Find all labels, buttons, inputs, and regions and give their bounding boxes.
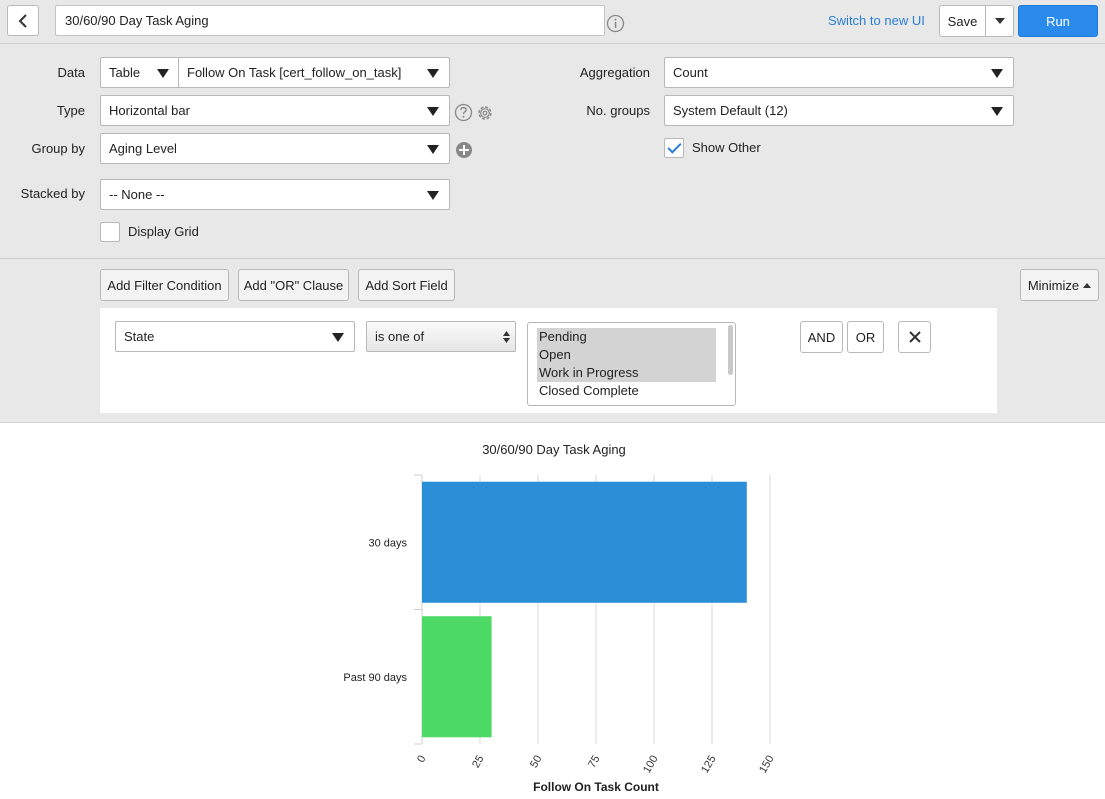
save-button[interactable]: Save xyxy=(939,5,986,37)
caret-down-icon xyxy=(427,145,439,154)
no-groups-label: No. groups xyxy=(586,103,650,118)
chart-type-value: Horizontal bar xyxy=(109,103,190,118)
caret-down-icon xyxy=(427,191,439,200)
filter-values-listbox[interactable]: Pending Open Work in Progress Closed Com… xyxy=(527,322,736,406)
stacked-by-select[interactable]: -- None -- xyxy=(100,179,450,210)
caret-down-icon xyxy=(332,333,344,342)
x-axis-label: Follow On Task Count xyxy=(533,780,659,794)
x-tick-label: 0 xyxy=(415,754,428,765)
display-grid-checkbox[interactable] xyxy=(100,222,120,242)
caret-down-icon xyxy=(427,107,439,116)
caret-down-icon xyxy=(991,107,1003,116)
filter-value-option[interactable]: Open xyxy=(537,346,716,364)
or-button[interactable]: OR xyxy=(847,321,884,353)
chart-area: 30/60/90 Day Task Aging 30 days Past 90 d… xyxy=(0,424,1105,799)
group-by-select[interactable]: Aging Level xyxy=(100,133,450,164)
run-button[interactable]: Run xyxy=(1018,5,1098,37)
chevron-left-icon xyxy=(18,13,27,28)
data-table-value: Follow On Task [cert_follow_on_task] xyxy=(187,65,402,80)
minimize-button[interactable]: Minimize xyxy=(1020,269,1099,301)
save-options-button[interactable] xyxy=(985,5,1014,37)
top-bar: 30/60/90 Day Task Aging Switch to new UI… xyxy=(0,0,1105,44)
report-title-input[interactable]: 30/60/90 Day Task Aging xyxy=(55,5,605,36)
filter-operator-value: is one of xyxy=(375,329,425,344)
remove-condition-button[interactable] xyxy=(898,321,931,353)
type-label: Type xyxy=(56,103,85,118)
add-or-clause-button[interactable]: Add "OR" Clause xyxy=(238,269,349,301)
chart-title: 30/60/90 Day Task Aging xyxy=(482,442,626,457)
display-grid-label: Display Grid xyxy=(128,224,199,239)
filter-section: Add Filter Condition Add "OR" Clause Add… xyxy=(0,259,1105,423)
x-tick-label: 50 xyxy=(528,754,545,771)
no-groups-select[interactable]: System Default (12) xyxy=(664,95,1014,126)
data-label: Data xyxy=(57,65,85,80)
caret-down-icon xyxy=(994,18,1005,24)
group-by-value: Aging Level xyxy=(109,141,177,156)
data-table-select[interactable]: Follow On Task [cert_follow_on_task] xyxy=(178,57,450,88)
show-other-checkbox[interactable] xyxy=(664,138,684,158)
x-tick-label: 150 xyxy=(757,754,777,776)
filter-field-value: State xyxy=(124,329,155,344)
back-button[interactable] xyxy=(7,5,39,36)
add-filter-condition-button[interactable]: Add Filter Condition xyxy=(100,269,229,301)
filter-value-option[interactable]: Closed Complete xyxy=(539,383,639,398)
x-tick-label: 25 xyxy=(470,754,487,771)
updown-arrows-icon xyxy=(503,331,510,343)
data-source-type-value: Table xyxy=(109,65,141,80)
category-label: Past 90 days xyxy=(343,672,407,684)
report-title-text: 30/60/90 Day Task Aging xyxy=(65,13,209,28)
filter-condition-panel: State is one of Pending Open Work in Pro… xyxy=(100,308,997,413)
group-by-label: Group by xyxy=(31,141,85,156)
add-sort-field-button[interactable]: Add Sort Field xyxy=(358,269,455,301)
x-tick-label: 125 xyxy=(699,754,719,776)
aggregation-label: Aggregation xyxy=(579,65,650,80)
filter-value-option[interactable]: Work in Progress xyxy=(537,364,716,382)
report-config-panel: Data Table Follow On Task [cert_follow_o… xyxy=(0,44,1105,259)
aggregation-select[interactable]: Count xyxy=(664,57,1014,88)
caret-down-icon xyxy=(157,69,169,78)
x-tick-label: 75 xyxy=(586,754,603,771)
horizontal-bar-chart: 30/60/90 Day Task Aging 30 days Past 90 d… xyxy=(343,442,777,794)
bar[interactable] xyxy=(422,481,747,603)
close-icon xyxy=(908,331,921,343)
caret-down-icon xyxy=(991,69,1003,78)
show-other-label: Show Other xyxy=(692,140,761,155)
minimize-label: Minimize xyxy=(1027,277,1080,293)
stacked-by-label: Stacked by xyxy=(20,186,85,201)
listbox-scrollbar[interactable] xyxy=(728,325,733,375)
category-label: 30 days xyxy=(368,537,407,549)
info-icon[interactable] xyxy=(606,14,625,33)
aggregation-value: Count xyxy=(673,65,708,80)
caret-down-icon xyxy=(427,69,439,78)
help-icon[interactable] xyxy=(454,103,473,122)
caret-up-icon xyxy=(1083,282,1092,288)
chart-type-select[interactable]: Horizontal bar xyxy=(100,95,450,126)
filter-value-option[interactable]: Pending xyxy=(537,328,716,346)
x-tick-label: 100 xyxy=(641,754,661,776)
data-source-type-select[interactable]: Table xyxy=(100,57,180,88)
add-group-icon[interactable] xyxy=(455,141,473,159)
and-button[interactable]: AND xyxy=(800,321,843,353)
no-groups-value: System Default (12) xyxy=(673,103,788,118)
stacked-by-value: -- None -- xyxy=(109,187,165,202)
bar[interactable] xyxy=(422,616,492,738)
gear-icon[interactable] xyxy=(475,103,495,123)
filter-operator-select[interactable]: is one of xyxy=(366,321,516,352)
filter-field-select[interactable]: State xyxy=(115,321,355,352)
switch-to-new-ui-link[interactable]: Switch to new UI xyxy=(828,13,925,28)
